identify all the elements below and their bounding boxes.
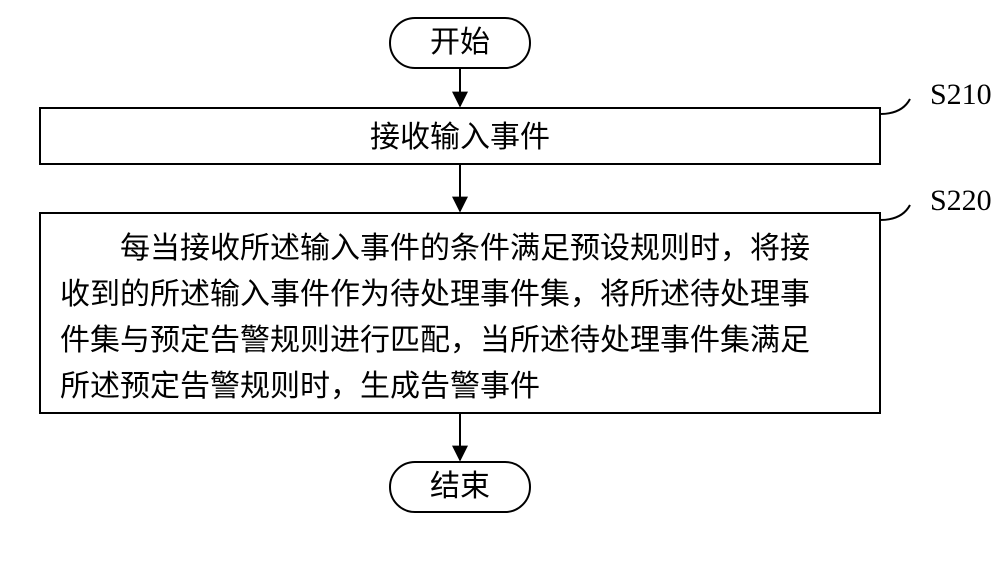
flowchart-diagram: 开始 接收输入事件 每当接收所述输入事件的条件满足预设规则时，将接 收到的所述输… [0, 0, 1000, 562]
step-s220-line4: 所述预定告警规则时，生成告警事件 [60, 370, 540, 403]
start-label: 开始 [430, 26, 490, 59]
step-s210-tick [880, 99, 910, 114]
step-s220-line3: 件集与预定告警规则进行匹配，当所述待处理事件集满足 [60, 324, 810, 357]
step-s220-line2: 收到的所述输入事件作为待处理事件集，将所述待处理事 [60, 278, 810, 311]
step-s220-tick [880, 205, 910, 220]
step-s220-label: S220 [930, 184, 992, 217]
step-s210-label: S210 [930, 78, 992, 111]
step-s210-text: 接收输入事件 [370, 121, 550, 154]
end-label: 结束 [430, 470, 490, 503]
step-s220-line1: 每当接收所述输入事件的条件满足预设规则时，将接 [60, 232, 810, 265]
